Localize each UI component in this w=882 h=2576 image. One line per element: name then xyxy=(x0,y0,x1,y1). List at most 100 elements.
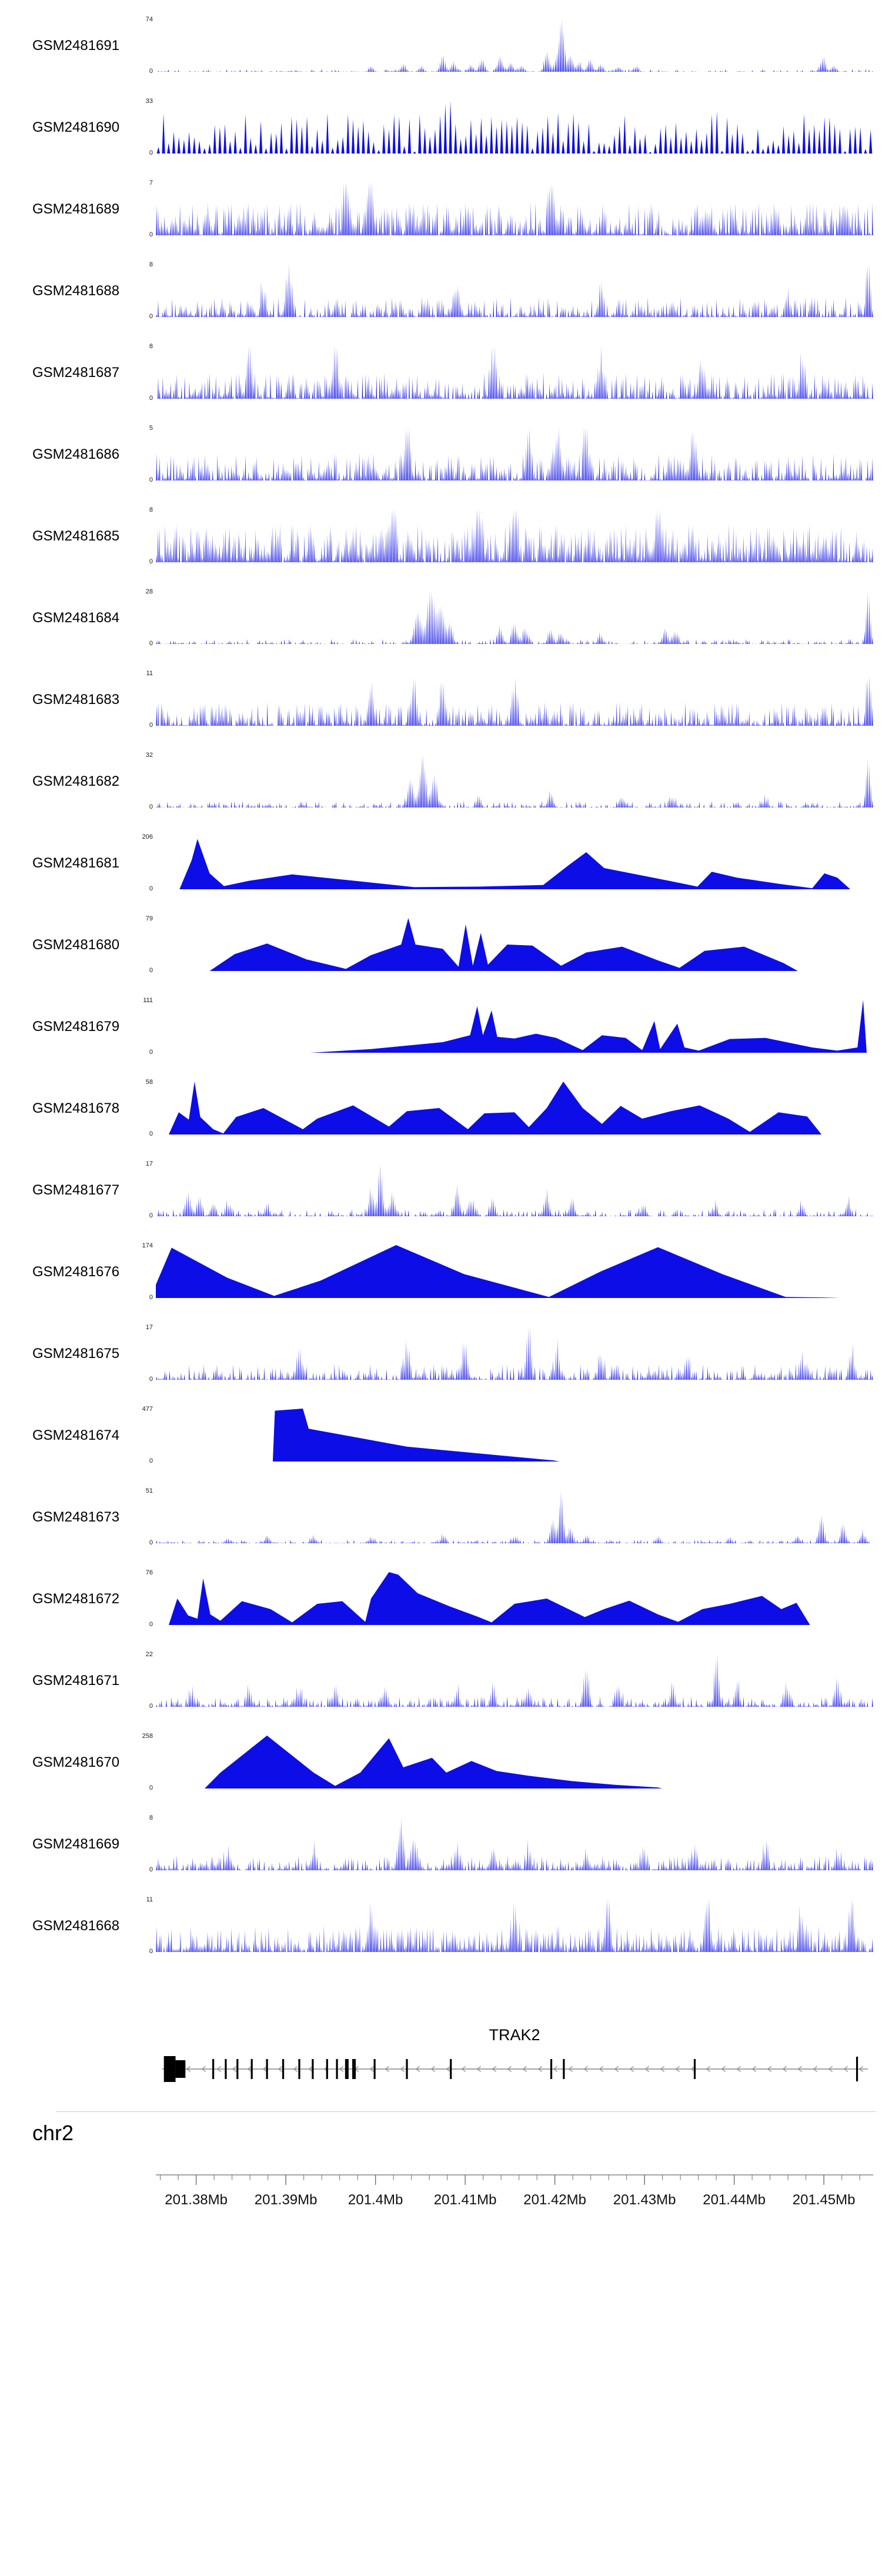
y-axis-max-label: 32 xyxy=(145,752,153,759)
sample-label: GSM2481668 xyxy=(32,1918,120,1934)
signal-track-row: GSM2481689 7 0 xyxy=(0,179,882,264)
signal-area-plot xyxy=(156,346,873,399)
sample-label: GSM2481678 xyxy=(32,1100,120,1116)
y-axis-max-label: 5 xyxy=(149,425,153,432)
y-axis-zero-label: 0 xyxy=(149,722,153,729)
signal-area-plot xyxy=(169,1572,810,1625)
track-plot: 258 0 xyxy=(142,1733,873,1791)
y-axis-zero-label: 0 xyxy=(149,1212,153,1219)
sample-label: GSM2481673 xyxy=(32,1509,120,1525)
sample-label: GSM2481677 xyxy=(32,1182,120,1198)
gene-name-label: TRAK2 xyxy=(489,2026,540,2044)
y-axis-max-label: 76 xyxy=(145,1569,153,1576)
track-plot: 174 0 xyxy=(142,1242,873,1301)
signal-area-plot xyxy=(272,1409,560,1461)
y-axis-zero-label: 0 xyxy=(149,1948,153,1955)
signal-area-plot xyxy=(156,264,873,317)
y-axis-max-label: 477 xyxy=(142,1406,153,1413)
track-plot: 22 0 xyxy=(146,1651,873,1710)
y-axis-zero-label: 0 xyxy=(149,313,153,320)
separator-line xyxy=(56,2111,876,2112)
y-axis-zero-label: 0 xyxy=(149,803,153,810)
signal-area-plot xyxy=(156,1654,873,1707)
track-plot: 17 0 xyxy=(146,1324,873,1383)
signal-track-row: GSM2481690 33 0 xyxy=(0,98,882,182)
y-axis-zero-label: 0 xyxy=(149,231,153,238)
sample-label: GSM2481670 xyxy=(32,1754,120,1770)
signal-track-row: GSM2481668 11 0 xyxy=(0,1896,882,1981)
sample-label: GSM2481679 xyxy=(32,1019,120,1035)
signal-track-row: GSM2481673 51 0 xyxy=(0,1487,882,1572)
y-axis-zero-label: 0 xyxy=(149,1621,153,1628)
y-axis-max-label: 11 xyxy=(146,1896,153,1903)
signal-track-row: GSM2481691 74 0 xyxy=(0,16,882,101)
y-axis-max-label: 51 xyxy=(145,1487,153,1494)
signal-track-row: GSM2481669 8 0 xyxy=(0,1814,882,1899)
y-axis-zero-label: 0 xyxy=(149,1866,153,1873)
track-plot: 8 0 xyxy=(149,1814,873,1873)
y-axis-zero-label: 0 xyxy=(149,1049,153,1056)
axis-tick-label: 201.39Mb xyxy=(255,2192,318,2208)
axis-tick-label: 201.41Mb xyxy=(434,2192,497,2208)
signal-area-plot xyxy=(169,1082,822,1134)
sample-label: GSM2481674 xyxy=(32,1427,120,1443)
signal-area-plot xyxy=(156,1899,873,1952)
signal-area-plot xyxy=(156,428,873,481)
axis-tick-label: 201.44Mb xyxy=(703,2192,766,2208)
gene-annotation-section: TRAK2 xyxy=(0,2026,882,2097)
signal-track-row: GSM2481671 22 0 xyxy=(0,1651,882,1736)
y-axis-zero-label: 0 xyxy=(149,1130,153,1137)
track-plot: 8 0 xyxy=(149,343,873,402)
signal-area-plot xyxy=(156,1490,873,1543)
y-axis-zero-label: 0 xyxy=(149,68,153,75)
signal-area-plot xyxy=(156,182,873,235)
y-axis-zero-label: 0 xyxy=(149,395,153,402)
signal-track-row: GSM2481676 174 0 xyxy=(0,1242,882,1327)
axis-tick-label: 201.43Mb xyxy=(613,2192,676,2208)
signal-track-row: GSM2481684 28 0 xyxy=(0,588,882,673)
y-axis-max-label: 258 xyxy=(142,1733,153,1740)
signal-area-plot xyxy=(156,101,873,154)
signal-track-row: GSM2481685 8 0 xyxy=(0,506,882,591)
signal-track-row: GSM2481670 258 0 xyxy=(0,1733,882,1817)
sample-label: GSM2481688 xyxy=(32,283,120,299)
sample-label: GSM2481685 xyxy=(32,528,120,544)
sample-label: GSM2481671 xyxy=(32,1673,120,1689)
chromosome-label: chr2 xyxy=(32,2121,74,2145)
signal-track-row: GSM2481681 206 0 xyxy=(0,833,882,918)
y-axis-max-label: 11 xyxy=(146,670,153,677)
y-axis-max-label: 33 xyxy=(145,98,153,105)
track-plot: 17 0 xyxy=(146,1160,873,1219)
y-axis-zero-label: 0 xyxy=(149,1457,153,1464)
sample-label: GSM2481686 xyxy=(32,446,120,462)
track-plot: 51 0 xyxy=(146,1487,873,1546)
signal-track-row: GSM2481682 32 0 xyxy=(0,752,882,836)
track-plot: 76 0 xyxy=(146,1569,873,1628)
signal-area-plot xyxy=(156,1163,873,1216)
signal-area-plot xyxy=(310,1000,867,1053)
track-plot: 28 0 xyxy=(146,588,873,647)
y-axis-zero-label: 0 xyxy=(149,1784,153,1791)
signal-track-row: GSM2481688 8 0 xyxy=(0,261,882,346)
signal-track-row: GSM2481675 17 0 xyxy=(0,1324,882,1409)
y-axis-max-label: 22 xyxy=(145,1651,153,1658)
track-plot: 79 0 xyxy=(146,915,873,974)
y-axis-max-label: 111 xyxy=(143,997,153,1004)
y-axis-max-label: 7 xyxy=(149,179,153,186)
track-plot: 11 0 xyxy=(146,1896,873,1955)
signal-area-plot xyxy=(156,1817,873,1870)
sample-label: GSM2481672 xyxy=(32,1591,120,1607)
chromosome-axis-section: chr2 201.38Mb 201.39Mb 201.4Mb 201.41Mb 201.… xyxy=(0,2111,882,2300)
signal-area-plot xyxy=(156,591,873,644)
signal-area-plot xyxy=(156,755,873,807)
axis-tick-label: 201.45Mb xyxy=(793,2192,856,2208)
track-plot: 32 0 xyxy=(146,752,873,810)
sample-label: GSM2481683 xyxy=(32,692,120,708)
y-axis-max-label: 28 xyxy=(145,588,153,595)
y-axis-max-label: 8 xyxy=(149,506,153,513)
coordinate-ruler: 201.38Mb 201.39Mb 201.4Mb 201.41Mb 201.42Mb 2… xyxy=(156,2174,873,2208)
track-plot: 8 0 xyxy=(149,261,873,320)
signal-track-row: GSM2481672 76 0 xyxy=(0,1569,882,1654)
track-plot: 8 0 xyxy=(149,506,873,565)
